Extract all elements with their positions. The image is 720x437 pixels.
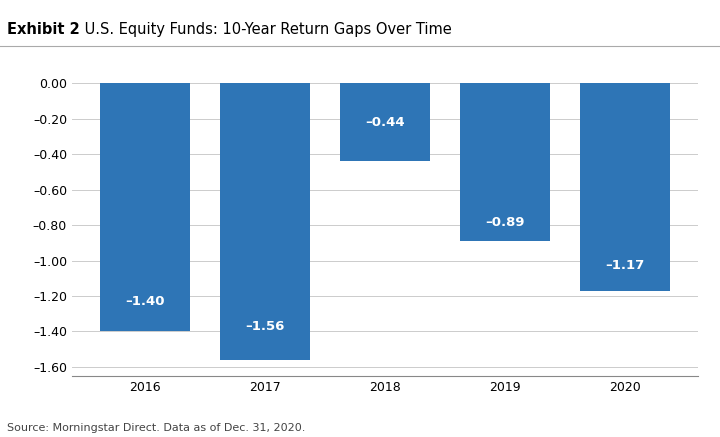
Text: U.S. Equity Funds: 10-Year Return Gaps Over Time: U.S. Equity Funds: 10-Year Return Gaps O… — [80, 22, 451, 37]
Bar — [460, 83, 550, 241]
Text: –0.89: –0.89 — [485, 215, 525, 229]
Text: –1.40: –1.40 — [126, 295, 165, 308]
Bar — [580, 83, 670, 291]
Text: Source: Morningstar Direct. Data as of Dec. 31, 2020.: Source: Morningstar Direct. Data as of D… — [7, 423, 305, 433]
Text: –1.17: –1.17 — [606, 259, 644, 272]
Bar — [220, 83, 310, 360]
Bar — [341, 83, 430, 161]
Text: Exhibit 2: Exhibit 2 — [7, 22, 80, 37]
Text: –1.56: –1.56 — [246, 320, 285, 333]
Bar — [101, 83, 190, 332]
Text: –0.44: –0.44 — [365, 116, 405, 129]
